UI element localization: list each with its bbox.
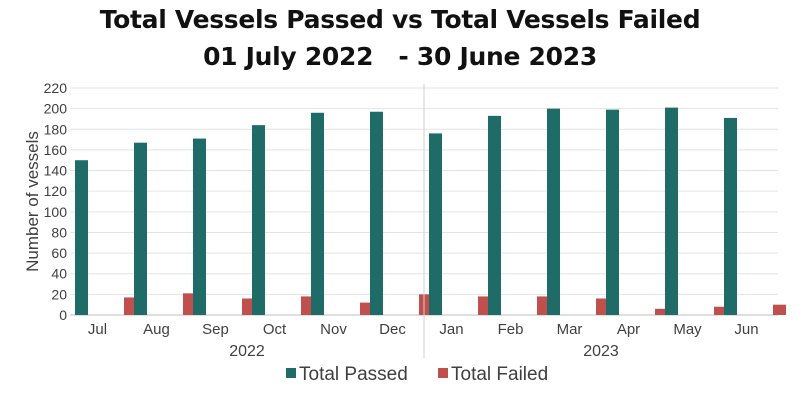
legend-swatch xyxy=(438,368,448,378)
failed-bar-mar xyxy=(596,298,609,315)
y-tick-label: 40 xyxy=(51,266,67,282)
y-tick-label: 140 xyxy=(44,163,68,179)
failed-bar-jun xyxy=(773,304,786,315)
failed-bar-nov xyxy=(360,302,373,315)
passed-bar-jan xyxy=(429,133,442,315)
failed-bar-jan xyxy=(478,296,491,315)
y-tick-label: 100 xyxy=(44,204,68,220)
y-tick-label: 180 xyxy=(44,121,68,137)
x-category-label: Jul xyxy=(88,321,107,338)
failed-bar-oct xyxy=(301,296,314,315)
failed-bar-aug xyxy=(183,293,196,315)
x-category-label: May xyxy=(673,321,702,338)
passed-bar-nov xyxy=(311,112,324,315)
chart-title-line-2: 01 July 2022 - 30 June 2023 xyxy=(203,42,597,71)
y-axis-ticks: 0 20 40 60 80 100 120 140 160 180 200 220 xyxy=(44,80,68,323)
passed-bar-mar xyxy=(547,108,560,316)
y-tick-label: 0 xyxy=(59,307,67,323)
failed-bar-apr xyxy=(655,308,668,315)
x-group-label: 2023 xyxy=(583,343,619,360)
x-axis-year-groups: 2022 2023 xyxy=(229,84,619,360)
passed-bar-sep xyxy=(193,138,206,315)
passed-bar-apr xyxy=(606,109,619,315)
x-category-label: Sep xyxy=(202,321,229,338)
x-category-label: Jan xyxy=(439,321,463,338)
legend-label: Total Failed xyxy=(451,364,548,385)
y-tick-label: 160 xyxy=(44,142,68,158)
x-group-label: 2022 xyxy=(229,343,265,360)
failed-bar-dec xyxy=(419,294,432,315)
y-tick-label: 60 xyxy=(51,245,67,261)
y-tick-label: 200 xyxy=(44,101,68,117)
legend: Total Passed Total Failed xyxy=(286,364,548,385)
passed-bar-feb xyxy=(488,115,501,315)
y-axis-label: Number of vessels xyxy=(23,131,42,272)
failed-bar-feb xyxy=(537,296,550,315)
failed-bar-jul xyxy=(124,297,137,315)
passed-bar-may xyxy=(665,107,678,315)
y-tick-label: 120 xyxy=(44,183,68,199)
x-category-label: Jun xyxy=(734,321,758,338)
y-tick-label: 80 xyxy=(51,224,67,240)
passed-bar-dec xyxy=(370,111,383,316)
passed-bar-jun xyxy=(724,117,737,315)
x-category-label: Mar xyxy=(557,321,583,338)
chart-title-line-1: Total Vessels Passed vs Total Vessels Fa… xyxy=(99,5,701,34)
passed-bar-aug xyxy=(134,142,147,315)
x-axis-categories: Jul Aug Sep Oct Nov Dec Jan Feb Mar Apr May Jun xyxy=(88,321,759,338)
x-category-label: Oct xyxy=(263,321,287,338)
y-tick-label: 220 xyxy=(44,80,68,96)
failed-bar-sep xyxy=(242,298,255,315)
legend-label: Total Passed xyxy=(299,364,408,385)
x-category-label: Dec xyxy=(379,321,406,338)
x-category-label: Feb xyxy=(498,321,524,338)
x-category-label: Nov xyxy=(320,321,347,338)
passed-bar-oct xyxy=(252,125,265,316)
x-category-label: Aug xyxy=(143,321,170,338)
legend-swatch xyxy=(286,368,296,378)
passed-bar-jul xyxy=(75,160,88,315)
y-tick-label: 20 xyxy=(51,286,67,302)
failed-bar-may xyxy=(714,306,727,315)
bars xyxy=(75,107,786,316)
x-category-label: Apr xyxy=(617,321,640,338)
